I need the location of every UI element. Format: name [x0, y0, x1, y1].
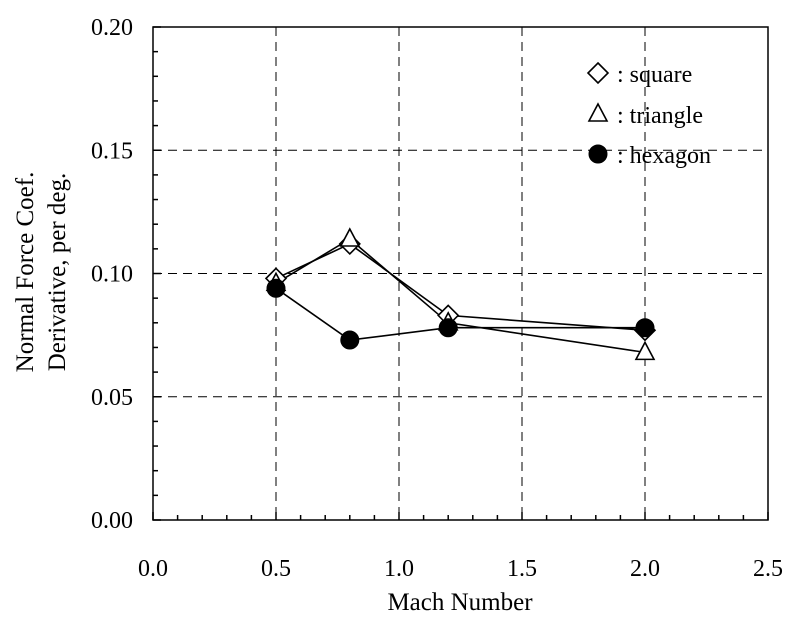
data-point	[340, 330, 360, 350]
y-tick-label: 0.10	[91, 262, 133, 288]
series-triangle-open	[275, 238, 646, 354]
legend-marker	[587, 102, 609, 122]
series-diamond-open	[275, 242, 646, 331]
series-line	[275, 287, 645, 341]
y-tick-labels: 0.00 0.05 0.10 0.15 0.20	[91, 15, 133, 534]
x-tick-label: 0.0	[138, 556, 168, 582]
data-point	[438, 318, 458, 338]
data-point	[339, 227, 361, 247]
plot-series	[264, 227, 657, 361]
grid	[153, 27, 768, 520]
y-axis-label: Normal Force Coef. Derivative, per deg.	[12, 172, 71, 373]
series-line	[275, 238, 646, 354]
y-tick-label: 0.15	[91, 138, 133, 164]
y-tick-label: 0.20	[91, 15, 133, 41]
series-line	[275, 242, 646, 331]
plot-frame	[152, 26, 769, 521]
legend-marker	[586, 61, 610, 85]
legend-label: : square	[617, 62, 692, 88]
x-tick-label: 2.0	[630, 556, 660, 582]
x-tick-label: 1.5	[507, 556, 537, 582]
x-tick-labels: 0.0 0.5 1.0 1.5 2.0 2.5	[138, 556, 783, 582]
x-tick-label: 1.0	[384, 556, 414, 582]
series-markers-triangle-open	[265, 227, 656, 361]
series-markers-circle-filled	[266, 278, 655, 350]
data-point	[634, 340, 656, 361]
y-tick-label: 0.00	[91, 508, 133, 534]
legend: : square : triangle : hexagon	[586, 61, 711, 169]
legend-label: : hexagon	[617, 143, 711, 169]
legend-marker	[588, 144, 608, 164]
y-axis-label-line-2: Derivative, per deg.	[44, 173, 71, 372]
x-tick-label: 0.5	[261, 556, 291, 582]
y-axis-label-line-1: Normal Force Coef.	[12, 172, 39, 373]
x-tick-label: 2.5	[753, 556, 783, 582]
legend-entry: : hexagon	[588, 143, 711, 169]
data-point	[635, 318, 655, 338]
legend-entry: : square	[586, 61, 692, 88]
x-axis-label: Mach Number	[387, 589, 533, 616]
axis-ticks	[152, 26, 769, 521]
legend-entry: : triangle	[587, 102, 703, 129]
series-circle-filled	[275, 287, 645, 341]
legend-label: : triangle	[617, 103, 703, 129]
data-point	[266, 278, 286, 298]
y-tick-label: 0.05	[91, 385, 133, 411]
